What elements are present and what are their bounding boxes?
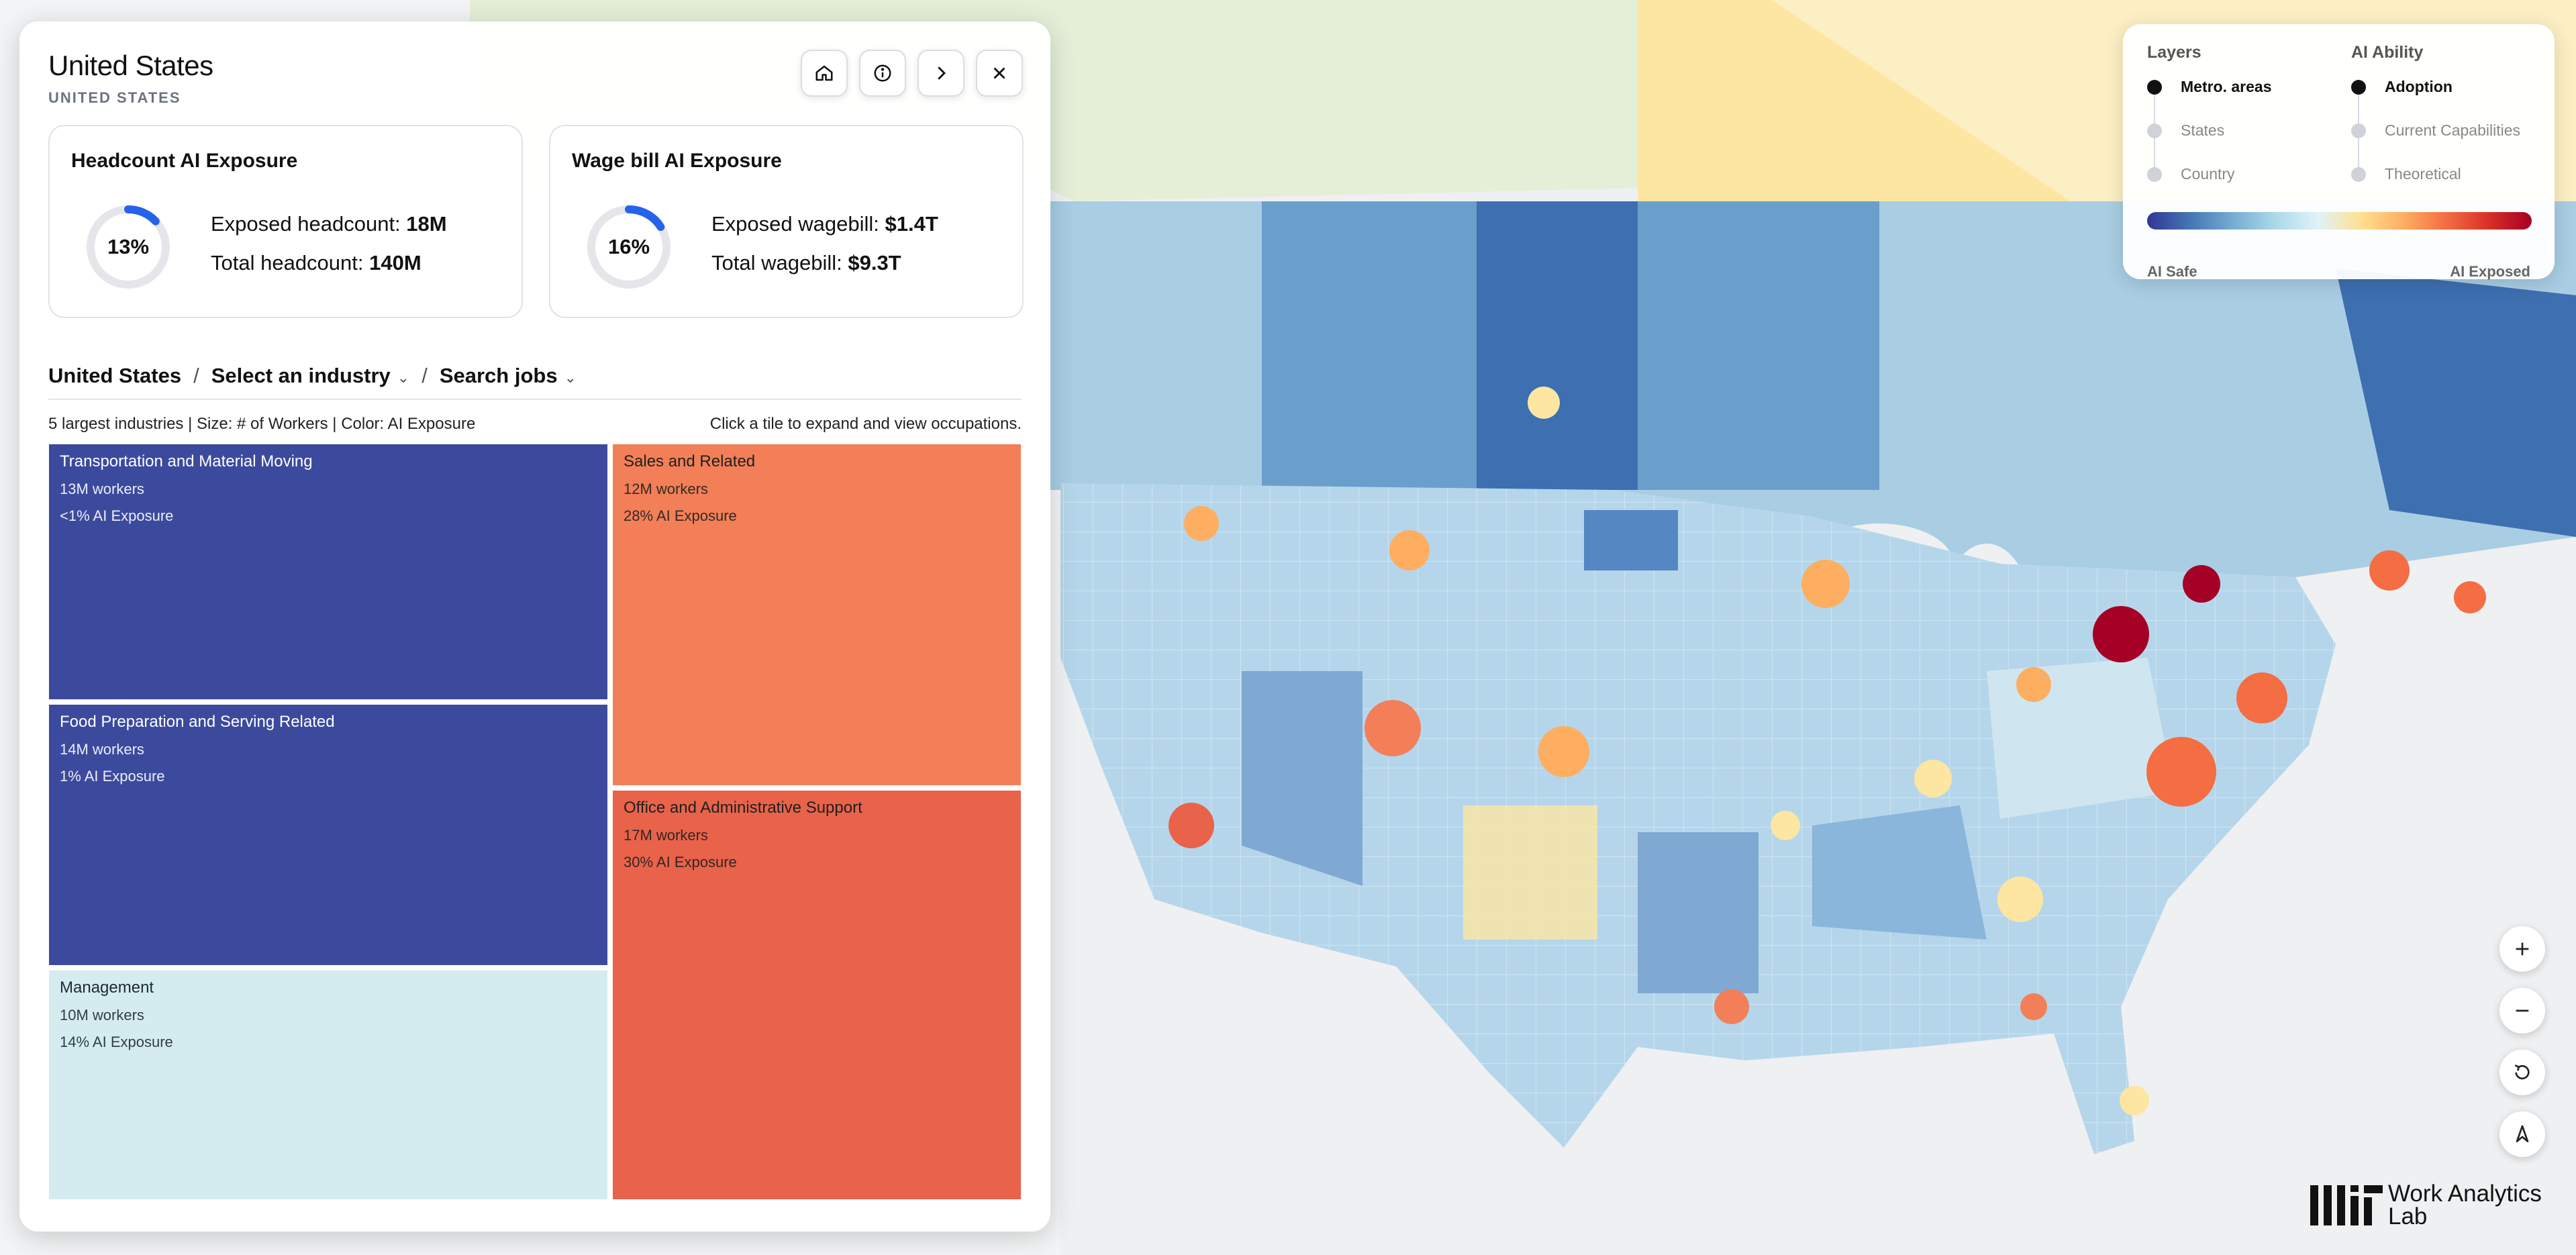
total-headcount: Total headcount: 140M	[211, 251, 422, 274]
wagebill-progress-ring	[587, 205, 671, 289]
ability-option-current[interactable]: Current Capabilities	[2351, 121, 2520, 140]
tile-name: Sales and Related	[624, 452, 756, 470]
headcount-exposure-card: Headcount AI Exposure 13% Exposed headco…	[48, 125, 523, 318]
ability-option-adoption[interactable]: Adoption	[2351, 78, 2453, 96]
tile-workers: 10M workers	[60, 1007, 144, 1023]
brand-name: Work Analytics Lab	[2388, 1181, 2542, 1229]
ai-ability-title: AI Ability	[2351, 43, 2424, 62]
tile-workers: 14M workers	[60, 741, 144, 758]
zoom-in-button[interactable]	[2499, 926, 2545, 972]
reset-view-button[interactable]	[2499, 1050, 2545, 1095]
ability-option-theoretical[interactable]: Theoretical	[2351, 165, 2461, 183]
layer-option-states[interactable]: States	[2147, 121, 2224, 140]
treemap-tile[interactable]: Office and Administrative Support 17M wo…	[613, 791, 1021, 1199]
tile-workers: 12M workers	[624, 481, 708, 497]
chevron-down-icon: ⌄	[397, 369, 410, 386]
radio-dot	[2147, 166, 2162, 182]
headcount-card-title: Headcount AI Exposure	[71, 150, 298, 172]
radio-dot	[2351, 79, 2366, 95]
headcount-progress-ring	[87, 205, 170, 289]
headcount-percent: 13%	[107, 235, 150, 258]
compass-icon	[2516, 1125, 2529, 1142]
treemap-hint: Click a tile to expand and view occupati…	[709, 415, 1022, 433]
close-button[interactable]	[976, 50, 1023, 97]
radio-dot	[2351, 166, 2366, 182]
tile-exposure: <1% AI Exposure	[60, 507, 174, 524]
treemap-tile[interactable]: Transportation and Material Moving 13M w…	[49, 444, 607, 699]
mit-logo-icon	[2310, 1185, 2383, 1225]
breadcrumb-separator: /	[193, 364, 199, 387]
tile-workers: 17M workers	[624, 827, 708, 844]
treemap-tile[interactable]: Sales and Related 12M workers 28% AI Exp…	[613, 444, 1021, 785]
industry-select[interactable]: Select an industry ⌄	[211, 364, 410, 387]
zoom-out-button[interactable]	[2499, 988, 2545, 1034]
layers-title: Layers	[2147, 43, 2201, 62]
compass-button[interactable]	[2499, 1111, 2545, 1157]
exposed-wagebill: Exposed wagebill: $1.4T	[711, 212, 938, 236]
chevron-down-icon: ⌄	[564, 369, 577, 386]
home-icon	[815, 65, 833, 81]
treemap-tile[interactable]: Food Preparation and Serving Related 14M…	[49, 705, 607, 965]
industry-treemap: Transportation and Material Moving 13M w…	[49, 444, 1021, 1199]
map-legend: Layers AI Ability Metro. areas States Co…	[2123, 24, 2555, 280]
exposure-color-scale	[2147, 212, 2532, 230]
chevron-right-icon	[938, 66, 946, 80]
tile-exposure: 14% AI Exposure	[60, 1034, 173, 1050]
close-icon	[993, 67, 1005, 79]
exposed-headcount: Exposed headcount: 18M	[211, 212, 447, 236]
tile-exposure: 30% AI Exposure	[624, 854, 737, 870]
home-button[interactable]	[801, 50, 848, 97]
info-button[interactable]	[859, 50, 906, 97]
scale-high-label: AI Exposed	[2450, 263, 2530, 280]
tile-name: Office and Administrative Support	[624, 799, 862, 817]
divider	[48, 399, 1022, 400]
tile-exposure: 28% AI Exposure	[624, 507, 737, 524]
brand-logo: Work Analytics Lab	[2310, 1181, 2542, 1229]
tile-workers: 13M workers	[60, 481, 144, 497]
breadcrumb: United States / Select an industry ⌄ / Se…	[48, 362, 577, 389]
wagebill-exposure-card: Wage bill AI Exposure 16% Exposed wagebi…	[549, 125, 1024, 318]
zoom-out-icon	[2516, 1009, 2529, 1012]
tile-name: Food Preparation and Serving Related	[60, 713, 335, 731]
tile-name: Transportation and Material Moving	[60, 452, 313, 470]
panel-subtitle: UNITED STATES	[48, 89, 181, 106]
layer-option-country[interactable]: Country	[2147, 165, 2235, 183]
radio-dot	[2147, 79, 2162, 95]
wagebill-card-title: Wage bill AI Exposure	[572, 150, 782, 172]
wagebill-percent: 16%	[607, 235, 650, 258]
next-button[interactable]	[918, 50, 964, 97]
tile-name: Management	[60, 978, 154, 997]
breadcrumb-separator: /	[422, 364, 428, 387]
treemap-tile[interactable]: Management 10M workers 14% AI Exposure	[49, 970, 607, 1199]
breadcrumb-root[interactable]: United States	[48, 364, 182, 387]
total-wagebill: Total wagebill: $9.3T	[711, 251, 901, 274]
radio-dot	[2351, 123, 2366, 138]
tile-exposure: 1% AI Exposure	[60, 768, 165, 785]
layer-option-metro[interactable]: Metro. areas	[2147, 78, 2272, 96]
scale-low-label: AI Safe	[2147, 263, 2197, 280]
info-icon	[874, 64, 891, 82]
region-panel: United States UNITED STATES Headcount AI…	[19, 21, 1050, 1232]
radio-dot	[2147, 123, 2162, 138]
reset-icon	[2514, 1064, 2530, 1080]
jobs-search[interactable]: Search jobs ⌄	[439, 364, 577, 387]
zoom-in-icon	[2516, 942, 2529, 956]
panel-title: United States	[48, 50, 213, 81]
treemap-caption: 5 largest industries | Size: # of Worker…	[48, 415, 476, 433]
